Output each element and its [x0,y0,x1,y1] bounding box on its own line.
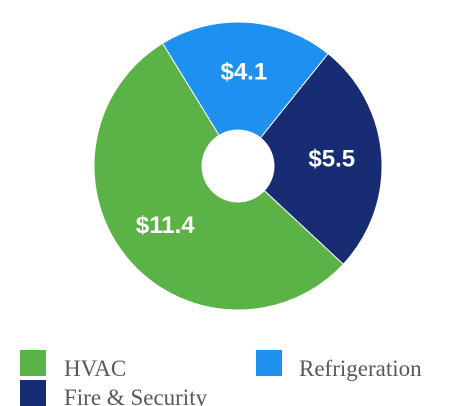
legend-label-refrigeration: Refrigeration [299,356,422,381]
legend-swatch-refrigeration [256,350,282,376]
slice-value-label-fire-security: $5.5 [308,146,355,173]
slice-value-label-hvac: $11.4 [136,212,195,239]
legend: HVAC Refrigeration Fire & Security [20,350,422,406]
slice-fire-security [259,52,383,265]
slice-labels-group: $11.4 $4.1 $5.5 [136,59,355,239]
slice-value-label-refrigeration: $4.1 [220,59,267,86]
legend-swatch-hvac [20,350,46,376]
slices-group [93,21,383,311]
legend-swatch-fire-security [20,380,46,406]
slice-hvac [93,42,345,311]
legend-label-fire-security: Fire & Security [64,385,208,406]
legend-label-hvac: HVAC [64,356,126,381]
slice-refrigeration [161,21,329,139]
